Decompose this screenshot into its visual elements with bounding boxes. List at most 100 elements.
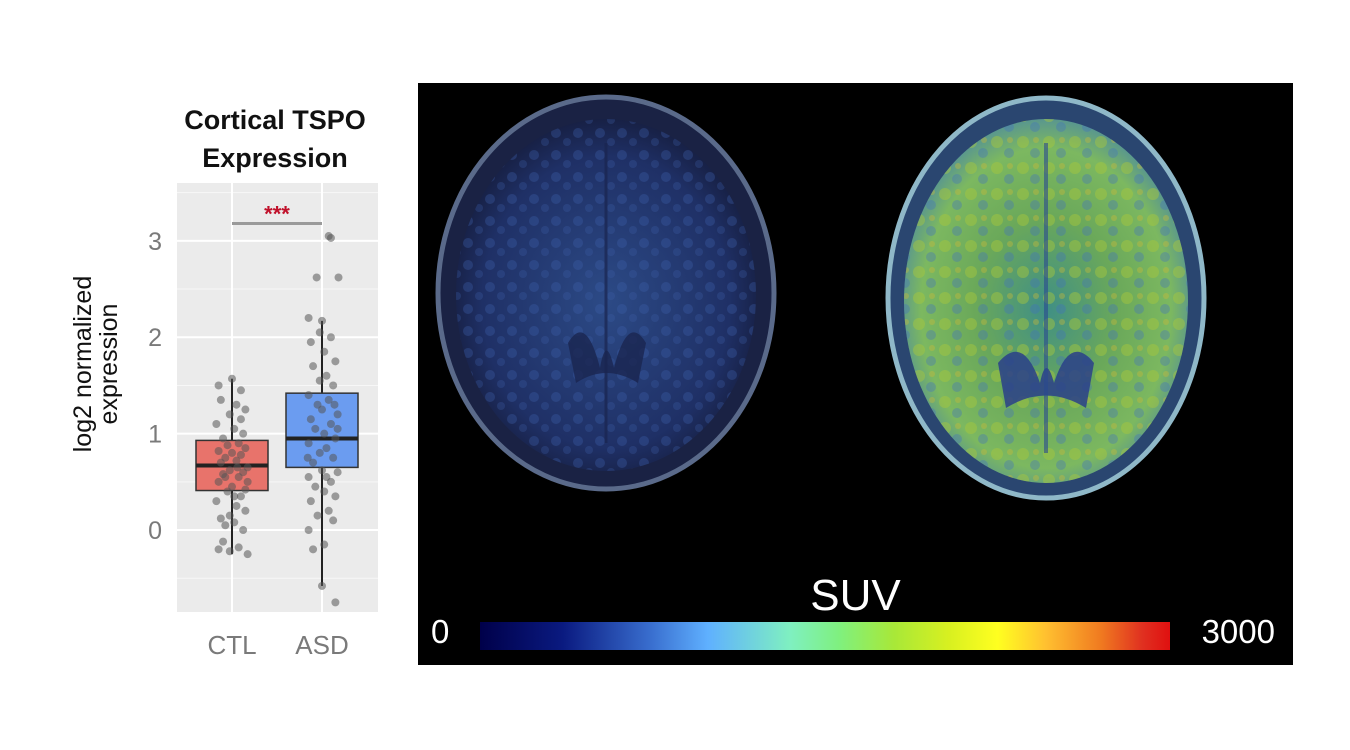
data-point (311, 424, 320, 433)
data-point (243, 463, 252, 472)
data-point (214, 381, 223, 390)
data-point (303, 453, 312, 462)
data-point (239, 526, 248, 535)
data-point (318, 316, 326, 325)
data-point (230, 518, 239, 527)
data-point (330, 400, 339, 409)
y-tick-label: 0 (148, 517, 162, 545)
data-point (236, 450, 245, 459)
data-point (320, 429, 329, 438)
boxplot-chart: 0 1 2 3 *** CTL ASD (148, 183, 378, 660)
data-point (228, 374, 236, 383)
y-tick-label: 1 (148, 421, 162, 449)
data-point (232, 400, 241, 409)
data-point (331, 598, 340, 607)
x-tick-label-asd: ASD (295, 630, 348, 660)
data-point (232, 501, 241, 510)
data-point (333, 424, 342, 433)
data-point (243, 550, 252, 559)
data-point (312, 273, 321, 282)
box-ctl (195, 378, 269, 555)
data-point (331, 357, 340, 366)
data-point (306, 415, 315, 424)
points-asd (303, 232, 343, 607)
pet-image-panel: SUV 0 3000 (418, 83, 1293, 665)
colorbar (480, 622, 1170, 650)
box-iqr (285, 392, 359, 469)
data-point (324, 395, 333, 404)
data-point (333, 410, 342, 419)
data-point (313, 511, 322, 520)
boxplot-title-line-1: Cortical TSPO (184, 105, 366, 135)
data-point (221, 473, 230, 482)
data-point (322, 473, 331, 482)
data-point (315, 448, 324, 457)
data-point (214, 545, 223, 554)
data-point (304, 526, 313, 535)
brain-scan-right (885, 95, 1207, 501)
data-point (311, 482, 320, 491)
data-point (320, 487, 329, 496)
data-point (232, 456, 241, 465)
data-point (236, 492, 245, 501)
brain-scan-left (435, 94, 777, 492)
points-ctl (212, 374, 252, 559)
data-point (320, 347, 329, 356)
data-point (221, 453, 230, 462)
data-point (216, 395, 225, 404)
data-point (313, 400, 322, 409)
data-point (304, 473, 313, 482)
data-point (304, 391, 313, 400)
data-point (315, 328, 324, 337)
data-point (221, 521, 230, 530)
colorbar-max-label: 3000 (1201, 613, 1275, 650)
data-point (309, 458, 318, 467)
data-point (236, 386, 245, 395)
data-point (219, 537, 228, 546)
data-point (239, 429, 248, 438)
data-point (228, 482, 236, 491)
data-point (241, 506, 250, 515)
data-point (241, 444, 250, 453)
data-point (228, 448, 236, 457)
data-point (214, 477, 223, 486)
data-point (234, 543, 243, 552)
data-point (225, 511, 234, 520)
data-point (212, 497, 221, 506)
data-point (326, 233, 335, 242)
data-point (315, 376, 324, 385)
data-point (225, 466, 234, 475)
data-point (326, 420, 335, 429)
data-point (322, 371, 331, 380)
data-point (326, 333, 335, 342)
data-point (304, 313, 313, 322)
y-axis-label-line-2: expression (95, 303, 123, 425)
y-axis-label-line-1: log2 normalized (69, 275, 97, 453)
colorbar-min-label: 0 (431, 613, 450, 650)
data-point (306, 338, 315, 347)
data-point (225, 410, 234, 419)
data-point (223, 441, 232, 450)
data-point (309, 545, 318, 554)
data-point (233, 463, 242, 472)
x-tick-label-ctl: CTL (207, 630, 256, 660)
data-point (329, 516, 338, 525)
boxplot-title-line-2: Expression (202, 143, 348, 173)
data-point (230, 424, 239, 433)
data-point (304, 439, 313, 448)
data-point (234, 439, 243, 448)
data-point (329, 453, 338, 462)
data-point (331, 492, 340, 501)
data-point (219, 434, 228, 443)
data-point (324, 506, 333, 515)
data-point (230, 492, 239, 501)
boxplot-title: Cortical TSPO Expression (150, 101, 400, 177)
data-point (318, 466, 326, 475)
data-point (236, 415, 245, 424)
data-point (318, 581, 326, 590)
colorbar-title: SUV (810, 571, 901, 620)
data-point (331, 434, 340, 443)
y-axis-label: log2 normalized expression (69, 275, 123, 453)
data-point (243, 477, 252, 486)
data-point (309, 362, 318, 371)
